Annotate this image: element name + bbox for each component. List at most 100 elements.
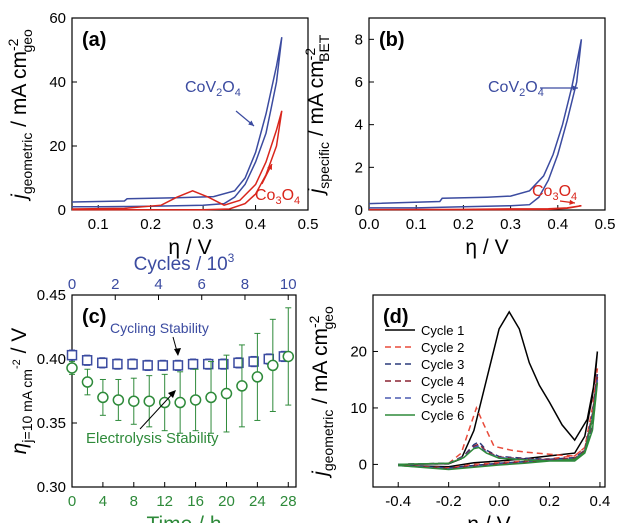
y-tick-label: 0 <box>58 202 66 219</box>
y-tick-label: 4 <box>355 117 363 134</box>
series-line <box>398 382 599 471</box>
annotation-arrowhead <box>174 348 181 356</box>
series-label-sub: 3 <box>552 191 558 203</box>
data-point-square <box>202 358 214 370</box>
x-tick-label: 0.4 <box>547 216 568 233</box>
data-point-square <box>218 358 229 370</box>
top-x-tick-label: 4 <box>154 276 162 293</box>
data-point-circle <box>128 395 140 407</box>
top-x-axis-label: Cycles / 103 <box>134 251 235 275</box>
x-tick-label: 0.4 <box>590 493 611 510</box>
data-point-square <box>66 349 78 361</box>
y-label-sup: -2 <box>5 38 21 51</box>
x-axis-label: Time / h <box>146 513 221 523</box>
x-tick-label: 0.2 <box>453 216 474 233</box>
top-x-label-main: Cycles / 10 <box>134 254 228 275</box>
y-label-sub: j=10 mA cm <box>19 369 35 444</box>
x-tick-label: 0.5 <box>595 216 616 233</box>
panel-label: (a) <box>82 29 106 51</box>
x-tick-label: -0.4 <box>385 493 411 510</box>
data-point-square <box>172 360 184 371</box>
data-point-circle <box>66 362 78 374</box>
y-label-sub: specific <box>316 142 332 189</box>
series-label-main: Co <box>532 183 553 200</box>
y-label-sub: geometric <box>19 133 35 194</box>
y-label-rest: / V <box>8 328 31 360</box>
data-point-circle <box>267 359 279 372</box>
panel-label: (c) <box>82 306 106 328</box>
annotation-arrow <box>139 390 176 430</box>
top-x-label-sup: 3 <box>228 251 235 265</box>
x-tick-label: 0.2 <box>140 216 161 233</box>
series-label-sub: 4 <box>571 191 577 203</box>
x-tick-label: 20 <box>218 493 235 510</box>
y-tick-label: 0 <box>359 456 367 473</box>
annotation-electrolysis: Electrolysis Stability <box>86 430 219 447</box>
series-label-main: CoV <box>488 79 519 96</box>
series-label-mid: O <box>559 183 571 200</box>
series-label-sub: 3 <box>275 195 281 207</box>
legend-label: Cycle 2 <box>421 340 464 355</box>
legend-label: Cycle 6 <box>421 408 464 423</box>
y-tick-label: 10 <box>350 400 367 417</box>
series-line <box>368 204 582 211</box>
x-tick-label: 0.3 <box>500 216 521 233</box>
x-tick-label: 8 <box>130 493 138 510</box>
y-label-main: η <box>8 443 31 455</box>
x-tick-label: 0.2 <box>539 493 560 510</box>
y-label-rest: / mA cm <box>305 60 328 142</box>
x-tick-label: 0 <box>68 493 76 510</box>
label-arrowhead <box>569 199 575 205</box>
data-point-circle <box>205 391 217 404</box>
series-line <box>398 374 599 469</box>
data-point-circle <box>112 394 125 406</box>
y-tick-label: 40 <box>49 74 66 91</box>
x-axis-label: η / V <box>465 236 508 259</box>
data-point-circle <box>282 350 295 363</box>
data-point-square <box>142 360 153 371</box>
legend-label: Cycle 5 <box>421 391 464 406</box>
series-label-main: CoV <box>185 79 216 96</box>
y-tick-label: 8 <box>355 31 363 48</box>
series-line <box>398 368 599 469</box>
series-label-mid: O <box>525 79 537 96</box>
y-axis-label: jgeometric / mA cm-2geo <box>306 306 336 479</box>
x-tick-label: 28 <box>280 493 297 510</box>
x-tick-label: -0.2 <box>436 493 462 510</box>
y-tick-label: 6 <box>355 74 363 91</box>
y-tick-label: 0.30 <box>37 479 66 496</box>
top-x-tick-label: 8 <box>241 276 249 293</box>
x-tick-label: 4 <box>99 493 107 510</box>
data-point-square <box>97 357 108 369</box>
y-label-sup: -2 <box>302 48 318 61</box>
y-tick-label: 2 <box>355 159 363 176</box>
y-label-main: j <box>305 187 328 196</box>
data-point-square <box>157 360 169 371</box>
y-tick-label: 0 <box>355 202 363 219</box>
top-x-tick-label: 2 <box>111 276 119 293</box>
y-tick-label: 0.40 <box>37 351 66 368</box>
data-point-circle <box>143 395 155 407</box>
series-label: Co3O4 <box>532 183 577 203</box>
x-tick-label: 0.1 <box>88 216 109 233</box>
y-label-sub: geometric <box>320 410 336 471</box>
x-tick-label: 0.5 <box>298 216 319 233</box>
top-x-tick-label: 6 <box>198 276 206 293</box>
data-point-circle <box>220 387 233 400</box>
plot-frame <box>372 294 606 488</box>
legend-label: Cycle 3 <box>421 357 464 372</box>
x-tick-label: 0.4 <box>245 216 266 233</box>
x-tick-label: 0.3 <box>193 216 214 233</box>
series-label-sub: 4 <box>538 87 544 99</box>
x-tick-label: 0.0 <box>489 493 510 510</box>
data-point-circle <box>236 380 248 392</box>
data-point-circle <box>174 396 186 409</box>
x-tick-label: 16 <box>187 493 204 510</box>
y-label-sub2: BET <box>316 34 332 62</box>
annotation-arrowhead <box>168 390 176 398</box>
series-line <box>71 110 283 211</box>
data-point-square <box>233 357 244 369</box>
series-line <box>71 37 283 208</box>
series-line <box>368 39 583 209</box>
series-label-mid: O <box>222 79 234 96</box>
